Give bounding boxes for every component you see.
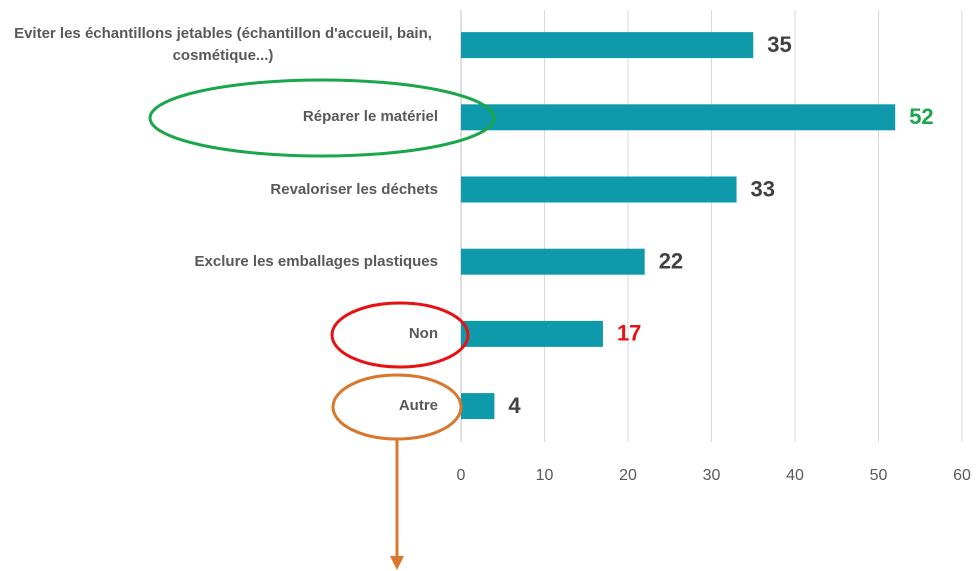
- highlight-ellipse: [148, 78, 496, 158]
- bar: [461, 393, 495, 420]
- x-tick-label: 0: [457, 467, 466, 484]
- category-text: Revaloriser les déchets: [270, 180, 438, 198]
- bar: [461, 320, 603, 347]
- grid: 0 10 20 30 40 50 60: [457, 10, 971, 484]
- value-label: 4: [508, 393, 521, 418]
- bars: 35 52 33 22 17 4: [461, 32, 934, 420]
- x-tick-label: 20: [619, 467, 637, 484]
- bar: [461, 104, 896, 131]
- arrow-head: [390, 556, 404, 570]
- bar: [461, 32, 754, 59]
- x-tick-label: 10: [536, 467, 554, 484]
- x-tick-label: 30: [703, 467, 721, 484]
- category-label: Autre: [8, 395, 438, 417]
- category-label: Réparer le matériel: [8, 106, 438, 128]
- x-tick-label: 50: [870, 467, 888, 484]
- value-label: 22: [659, 249, 683, 274]
- highlight-ellipse: [330, 301, 470, 369]
- x-tick-label: 60: [953, 467, 971, 484]
- category-text: Exclure les emballages plastiques: [194, 252, 438, 270]
- category-label: Eviter les échantillons jetables (échant…: [8, 23, 438, 67]
- category-text: Autre: [398, 397, 438, 415]
- bar: [461, 176, 737, 203]
- value-label: 52: [909, 104, 933, 129]
- x-tick-label: 40: [786, 467, 804, 484]
- category-text: Non: [408, 324, 438, 342]
- category-label: Non: [8, 323, 438, 345]
- category-text: Eviter les échantillons jetables (échant…: [14, 25, 432, 65]
- bar: [461, 248, 645, 275]
- value-label: 35: [767, 32, 791, 57]
- category-label: Exclure les emballages plastiques: [8, 251, 438, 273]
- category-text: Réparer le matériel: [302, 108, 438, 126]
- value-label: 17: [617, 321, 641, 346]
- value-label: 33: [751, 176, 775, 201]
- category-label: Revaloriser les déchets: [8, 179, 438, 201]
